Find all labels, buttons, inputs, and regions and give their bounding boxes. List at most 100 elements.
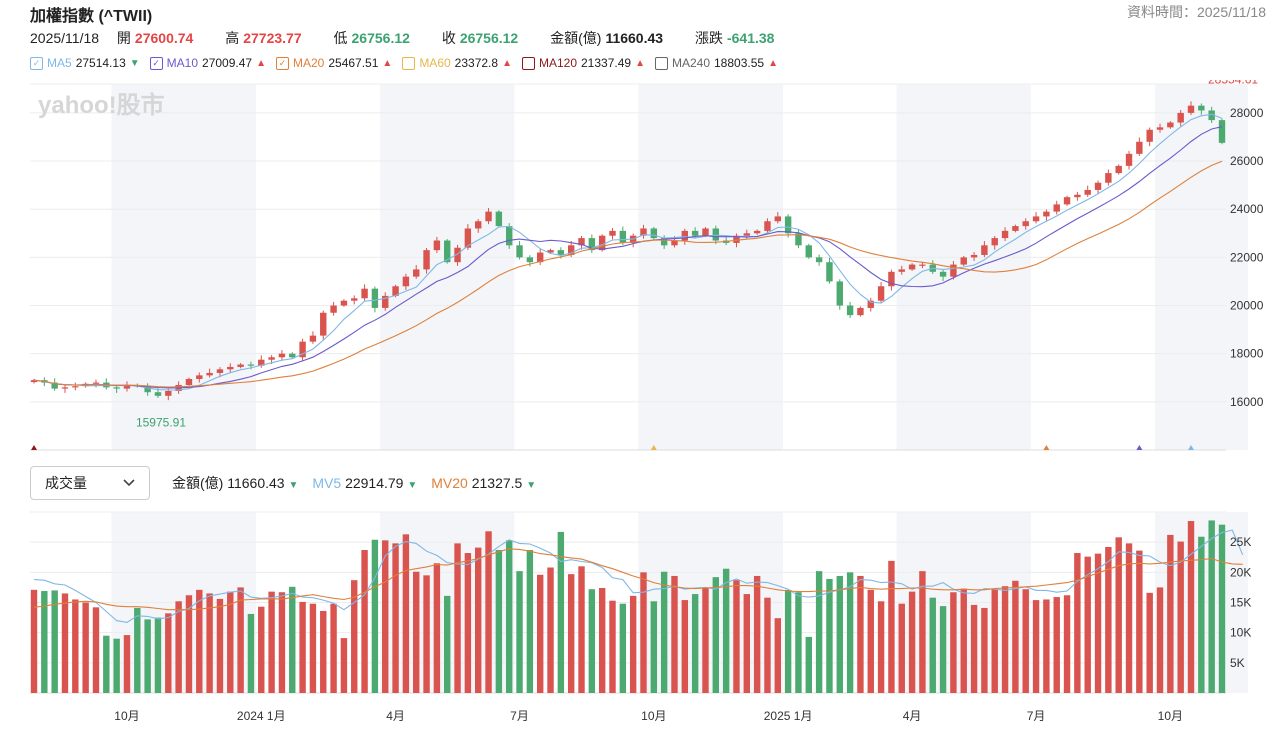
- volume-bar[interactable]: [753, 575, 761, 693]
- volume-bar[interactable]: [547, 567, 554, 693]
- candle[interactable]: [764, 218, 771, 235]
- candle[interactable]: [753, 229, 761, 235]
- volume-bar[interactable]: [1074, 553, 1081, 693]
- volume-bar[interactable]: [919, 571, 926, 693]
- candle[interactable]: [1094, 180, 1102, 195]
- volume-bar[interactable]: [1167, 534, 1174, 693]
- volume-bar[interactable]: [712, 577, 720, 693]
- candle[interactable]: [970, 252, 978, 261]
- volume-bar[interactable]: [826, 578, 833, 693]
- volume-bar[interactable]: [526, 550, 534, 693]
- volume-bar[interactable]: [1032, 600, 1040, 693]
- volume-bar[interactable]: [433, 563, 441, 693]
- volume-bar[interactable]: [1012, 580, 1019, 693]
- candle[interactable]: [1136, 137, 1143, 156]
- candle[interactable]: [30, 378, 38, 384]
- candle[interactable]: [536, 248, 544, 266]
- candle[interactable]: [413, 265, 420, 279]
- volume-bar[interactable]: [227, 591, 234, 693]
- candle[interactable]: [299, 338, 306, 361]
- volume-bar[interactable]: [41, 591, 48, 693]
- volume-bar[interactable]: [340, 638, 348, 693]
- volume-bar[interactable]: [278, 592, 286, 693]
- volume-bar[interactable]: [702, 588, 709, 693]
- candle[interactable]: [1022, 218, 1029, 230]
- volume-bar[interactable]: [536, 574, 544, 693]
- volume-bar[interactable]: [402, 534, 410, 693]
- volume-bar[interactable]: [144, 619, 151, 693]
- volume-bar[interactable]: [196, 589, 203, 693]
- candle[interactable]: [619, 226, 627, 246]
- ma20-toggle[interactable]: ✓ MA20 25467.51 ▲: [275, 56, 392, 70]
- checkbox-icon[interactable]: [402, 56, 416, 70]
- volume-bar[interactable]: [423, 575, 430, 693]
- candle[interactable]: [609, 227, 616, 240]
- candle[interactable]: [939, 269, 947, 281]
- volume-bar[interactable]: [371, 539, 379, 693]
- volume-bar[interactable]: [691, 594, 699, 693]
- volume-bar[interactable]: [216, 598, 224, 693]
- volume-bar[interactable]: [1063, 595, 1071, 693]
- volume-bar[interactable]: [867, 589, 874, 693]
- volume-bar[interactable]: [888, 560, 895, 693]
- volume-bar[interactable]: [1208, 520, 1215, 693]
- candle[interactable]: [330, 301, 337, 316]
- candle[interactable]: [660, 235, 668, 249]
- volume-bar[interactable]: [578, 566, 585, 693]
- volume-bar[interactable]: [392, 543, 399, 693]
- candle[interactable]: [113, 385, 120, 393]
- volume-bar[interactable]: [640, 572, 647, 693]
- volume-bar[interactable]: [1022, 589, 1029, 693]
- volume-bar[interactable]: [774, 618, 781, 693]
- volume-bar[interactable]: [258, 606, 265, 693]
- ma240-toggle[interactable]: MA240 18803.55 ▲: [654, 56, 778, 70]
- candle[interactable]: [1167, 121, 1174, 129]
- candle[interactable]: [72, 382, 79, 391]
- candle[interactable]: [340, 299, 348, 307]
- volume-bar[interactable]: [588, 589, 596, 693]
- volume-bar[interactable]: [795, 592, 802, 693]
- volume-bar[interactable]: [237, 587, 244, 693]
- volume-bar[interactable]: [671, 575, 678, 693]
- candle[interactable]: [485, 208, 492, 225]
- volume-bar[interactable]: [330, 603, 337, 693]
- volume-bar[interactable]: [557, 531, 565, 693]
- volume-bar[interactable]: [454, 543, 461, 693]
- volume-bar[interactable]: [464, 553, 472, 693]
- checkbox-icon[interactable]: [654, 56, 668, 70]
- volume-bar[interactable]: [495, 550, 503, 693]
- volume-bar[interactable]: [320, 610, 327, 693]
- candle[interactable]: [103, 378, 110, 390]
- volume-bar[interactable]: [134, 607, 141, 693]
- candle[interactable]: [991, 235, 998, 250]
- ma10-toggle[interactable]: ✓ MA10 27009.47 ▲: [149, 56, 266, 70]
- volume-bar[interactable]: [960, 588, 967, 693]
- candle[interactable]: [1032, 212, 1040, 224]
- candle[interactable]: [846, 301, 854, 319]
- candle[interactable]: [836, 279, 843, 310]
- volume-bar[interactable]: [1125, 543, 1133, 693]
- candle[interactable]: [351, 295, 358, 305]
- volume-bar[interactable]: [1001, 586, 1009, 693]
- candle[interactable]: [475, 219, 482, 233]
- volume-bar[interactable]: [991, 588, 998, 693]
- volume-bar[interactable]: [505, 540, 513, 693]
- candle[interactable]: [1063, 195, 1071, 206]
- candle[interactable]: [1105, 169, 1112, 186]
- volume-bar[interactable]: [629, 595, 637, 693]
- candle[interactable]: [1084, 185, 1091, 197]
- price-chart[interactable]: yahoo!股市 16000 18000 20000 22000 24000 26000 2…: [0, 80, 1280, 460]
- candle[interactable]: [1146, 127, 1153, 147]
- candle[interactable]: [278, 350, 286, 361]
- volume-bar[interactable]: [1043, 599, 1050, 693]
- candle[interactable]: [227, 363, 234, 373]
- volume-bar[interactable]: [361, 550, 368, 693]
- candle[interactable]: [505, 223, 513, 249]
- candle[interactable]: [289, 352, 296, 359]
- volume-bar[interactable]: [1105, 546, 1112, 693]
- volume-bar[interactable]: [72, 599, 79, 693]
- checkbox-icon[interactable]: ✓: [149, 56, 163, 70]
- volume-bar[interactable]: [660, 571, 668, 693]
- candle[interactable]: [981, 240, 988, 258]
- volume-bar[interactable]: [929, 597, 936, 693]
